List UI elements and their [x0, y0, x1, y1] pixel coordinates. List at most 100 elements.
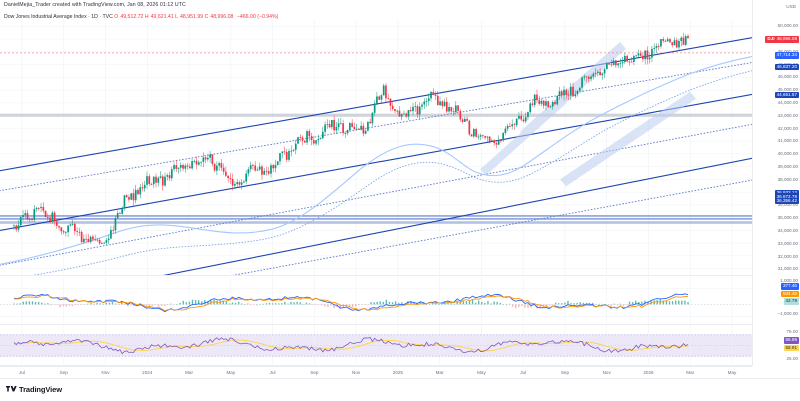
time-label-Sep: Sep [59, 370, 68, 375]
price-tick-50000: 50,000.00 [777, 23, 798, 29]
time-label-Sep: Sep [560, 370, 570, 375]
price-axis-unit: USD [786, 4, 796, 9]
attribution-text: DanielMejia_Trader created with TradingV… [4, 2, 186, 8]
rsi-line [13, 336, 689, 355]
macd-line [13, 293, 689, 313]
price-tick-35000: 35,000.00 [777, 215, 798, 221]
macd-grid [0, 277, 752, 324]
time-label-Mar: Mar [686, 370, 695, 375]
price-tick-45000: 45,000.00 [777, 87, 798, 93]
price-tick-32000: 32,000.00 [777, 253, 798, 259]
price-tick-40000: 40,000.00 [777, 151, 798, 157]
price-plot [0, 20, 752, 275]
footer-bar: TradingView [0, 378, 800, 401]
time-label-Sep: Sep [310, 370, 319, 375]
price-badge-3[interactable]: 44,651.57 [774, 91, 799, 99]
time-label-2024: 2024 [142, 370, 153, 375]
price-grid [0, 20, 752, 275]
chart-legend: Dow Jones Industrial Average Index · 1D … [4, 14, 278, 20]
legend-low-value: 48,951.99 [180, 14, 204, 20]
price-tick-44000: 44,000.00 [777, 99, 798, 105]
price-tick-31000: 31,000.00 [777, 266, 798, 272]
tradingview-logo-text: TradingView [19, 385, 62, 394]
time-label-Nov: Nov [101, 370, 110, 375]
time-label-Jul: Jul [19, 370, 25, 375]
legend-interval[interactable]: 1D [91, 14, 98, 20]
legend-exchange: TVC [102, 14, 113, 20]
badge-value: 36,672.78 [776, 193, 797, 199]
price-tick-41000: 41,000.00 [777, 138, 798, 144]
price-axis[interactable]: USD 50,000.0049,000.0048,000.0047,000.00… [752, 0, 800, 366]
legend-close-label: C [204, 14, 209, 20]
rsi-badge-0[interactable]: 55.98 [783, 337, 799, 344]
price-pane[interactable] [0, 20, 752, 276]
price-badge-7[interactable]: 36,356.42 [774, 197, 799, 205]
time-label-May: May [477, 370, 486, 375]
price-tick-39000: 39,000.00 [777, 163, 798, 169]
time-label-May: May [226, 370, 236, 375]
price-tick-42000: 42,000.00 [777, 125, 798, 131]
time-label-Mar: Mar [435, 370, 444, 375]
badge-value: 36,933.12 [777, 190, 797, 195]
badge-value: 48,996.08 [776, 35, 797, 41]
rsi-pane[interactable] [0, 326, 752, 366]
badge-value: 44,651.57 [776, 91, 797, 97]
macd-pane[interactable] [0, 277, 752, 325]
rsi-plot [0, 326, 752, 365]
macd-plot [0, 277, 752, 324]
ma-fast-line [0, 56, 752, 265]
price-tick-33000: 33,000.00 [777, 240, 798, 246]
badge-value: 47,714.34 [776, 52, 797, 58]
price-tick-43000: 43,000.00 [777, 112, 798, 118]
legend-high-label: H [144, 14, 149, 20]
candlestick-series [13, 32, 689, 246]
price-tick-46000: 46,000.00 [777, 74, 798, 80]
badge-ticker: DJI [767, 35, 775, 41]
legend-separator-1: · [88, 14, 92, 20]
macd-badge-2[interactable]: 42.79 [783, 298, 799, 305]
support-line-1 [0, 215, 752, 217]
legend-low-label: L [175, 14, 179, 20]
time-label-Mar: Mar [185, 370, 194, 375]
price-tick-48000: 48,000.00 [777, 48, 798, 54]
rsi-tick-0: 75.00 [786, 329, 799, 334]
legend-open-value: 49,512.72 [120, 14, 144, 20]
price-badge-6[interactable]: 36,672.78 [774, 193, 799, 201]
legend-symbol[interactable]: Dow Jones Industrial Average Index [4, 14, 87, 20]
support-band [0, 221, 752, 224]
price-tick-36000: 36,000.00 [777, 202, 798, 208]
secondary-dotted-channel [0, 62, 752, 275]
macd-tick-1: −1,000.00 [777, 311, 798, 316]
rsi-tick-1: 25.00 [786, 356, 799, 361]
rsi-band [0, 334, 752, 357]
legend-change: −466.00 (−0.94%) [236, 14, 279, 20]
legend-high-value: 49,621.41 [150, 14, 174, 20]
tradingview-logo[interactable]: TradingView [6, 385, 62, 394]
macd-badge-1[interactable]: 534.46 [780, 290, 799, 298]
price-badge-DJI[interactable]: DJI 48,996.08 [765, 35, 799, 43]
macd-tick-0: 1,000.00 [780, 278, 798, 283]
legend-separator-2: · [99, 14, 103, 20]
time-axis[interactable]: Jul Sep Nov 2024 Mar May Jul Sep Nov 2025 Mar May Ju… [0, 366, 752, 378]
resistance-band [0, 113, 752, 117]
time-label-May: May [727, 370, 737, 375]
rsi-grid [21, 326, 733, 365]
price-badge-1[interactable]: 47,714.34 [774, 52, 799, 59]
time-label-Nov: Nov [602, 370, 611, 375]
rsi-badge-1[interactable]: 58.91 [783, 344, 799, 352]
badge-value: 46,837.20 [776, 63, 797, 69]
support-line-2 [0, 218, 752, 220]
time-label-Jul: Jul [520, 370, 527, 375]
price-badge-2[interactable]: 46,837.20 [774, 63, 799, 71]
legend-close-value: 48,996.08 [210, 14, 234, 20]
price-tick-34000: 34,000.00 [777, 227, 798, 233]
price-tick-38000: 38,000.00 [777, 176, 798, 182]
time-label-Jul: Jul [269, 370, 276, 375]
time-label-2025: 2025 [392, 370, 403, 375]
badge-value: 36,356.42 [776, 197, 797, 203]
macd-badge-0[interactable]: 377.46 [780, 283, 799, 290]
time-label-Nov: Nov [352, 370, 361, 375]
primary-channel [0, 37, 752, 275]
legend-open-label: O [114, 14, 119, 20]
